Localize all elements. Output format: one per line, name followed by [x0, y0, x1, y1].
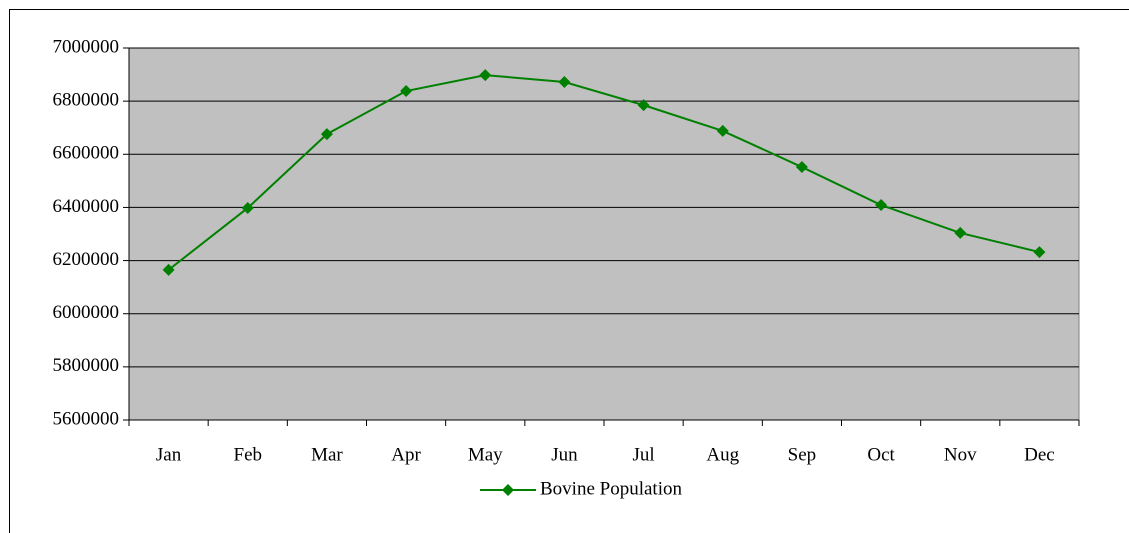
data-point: [162, 263, 175, 276]
y-tick-label: 7000000: [53, 36, 120, 57]
data-point: [558, 76, 571, 89]
legend-label: Bovine Population: [540, 478, 682, 499]
y-tick-label: 6200000: [53, 249, 120, 270]
data-point: [320, 128, 333, 141]
data-point: [241, 201, 254, 214]
plot-area: [128, 47, 1080, 421]
y-tick-label: 6600000: [53, 143, 120, 164]
x-tick-label: Sep: [788, 444, 817, 465]
y-tick-label: 5800000: [53, 355, 120, 376]
data-point: [479, 69, 492, 82]
y-tick-label: 5600000: [53, 408, 120, 429]
x-tick-label: Jun: [551, 444, 578, 465]
y-tick-label: 6400000: [53, 196, 120, 217]
x-tick-label: Jul: [632, 444, 654, 465]
data-point: [875, 199, 888, 212]
x-tick-label: Nov: [944, 444, 977, 465]
x-tick-label: Feb: [234, 444, 263, 465]
data-point: [954, 226, 967, 239]
x-tick-label: Aug: [706, 444, 739, 465]
data-point: [637, 99, 650, 112]
x-tick-label: May: [468, 444, 503, 465]
data-point: [716, 124, 729, 137]
x-tick-label: Jan: [156, 444, 182, 465]
y-tick-label: 6000000: [53, 302, 120, 323]
data-point: [400, 85, 413, 98]
x-tick-label: Apr: [391, 444, 421, 465]
x-tick-label: Oct: [867, 444, 895, 465]
x-tick-label: Mar: [311, 444, 343, 465]
y-tick-label: 6800000: [53, 90, 120, 111]
data-line: [167, 74, 1040, 271]
data-point: [1033, 246, 1046, 259]
legend-marker: [502, 484, 514, 496]
data-point: [795, 161, 808, 174]
x-tick-label: Dec: [1024, 444, 1055, 465]
